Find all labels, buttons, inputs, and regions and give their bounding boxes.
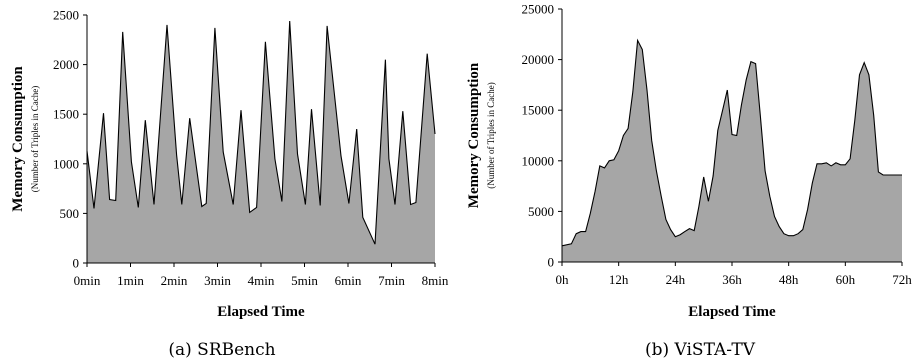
x-tick-label: 12h	[609, 272, 629, 287]
y-tick-label: 5000	[528, 204, 554, 219]
x-tick-label: 48h	[779, 272, 799, 287]
y-axis-title: Memory Consumption	[10, 66, 26, 212]
x-tick-label: 2min	[161, 273, 188, 288]
y-tick-label: 10000	[522, 153, 555, 168]
x-tick-label: 6min	[335, 273, 362, 288]
area-line	[561, 38, 902, 247]
x-tick-label: 72h	[892, 272, 912, 287]
y-tick-label: 0	[548, 255, 555, 270]
chart-srbench: 0 500 1000 1500 2000 2500 0min 1min 2min 3min 4min…	[10, 8, 449, 361]
x-axis-title: Elapsed Time	[217, 304, 305, 320]
x-axis-title: Elapsed Time	[688, 304, 776, 320]
x-tick-label: 5min	[291, 273, 318, 288]
x-tick-label: 24h	[666, 272, 686, 287]
x-tick-label: 60h	[836, 272, 856, 287]
y-tick-label: 500	[60, 206, 80, 221]
y-tick-label: 2500	[53, 8, 79, 23]
y-tick-label: 25000	[522, 2, 555, 17]
y-tick-label: 15000	[522, 103, 555, 118]
y-axis-title: Memory Consumption	[466, 62, 482, 208]
x-tick-label: 8min	[422, 273, 449, 288]
y-tick-label: 2000	[53, 57, 79, 72]
y-axis-subtitle: (Number of Triples in Cache)	[30, 86, 40, 192]
figure-caption: (b) ViSTA-TV	[645, 340, 756, 360]
y-tick-label: 1500	[53, 107, 79, 122]
x-tick-label: 1min	[117, 273, 144, 288]
x-tick-label: 3min	[204, 273, 231, 288]
y-tick-label: 1000	[53, 156, 79, 171]
y-tick-label: 0	[73, 256, 80, 271]
y-axis-subtitle: (Number of Triples in Cache)	[486, 82, 496, 188]
area-fill	[87, 21, 435, 263]
figure-caption: (a) SRBench	[168, 340, 275, 360]
x-tick-label: 7min	[378, 273, 405, 288]
x-tick-label: 4min	[248, 273, 275, 288]
x-tick-label: 0min	[74, 273, 101, 288]
chart-vista-tv: 0 5000 10000 15000 20000 25000 0h 12h 24h 36h 48h 6…	[466, 2, 912, 361]
x-tick-label: 0h	[556, 272, 570, 287]
area-line	[86, 20, 436, 245]
y-tick-label: 20000	[522, 52, 555, 67]
x-tick-label: 36h	[722, 272, 742, 287]
